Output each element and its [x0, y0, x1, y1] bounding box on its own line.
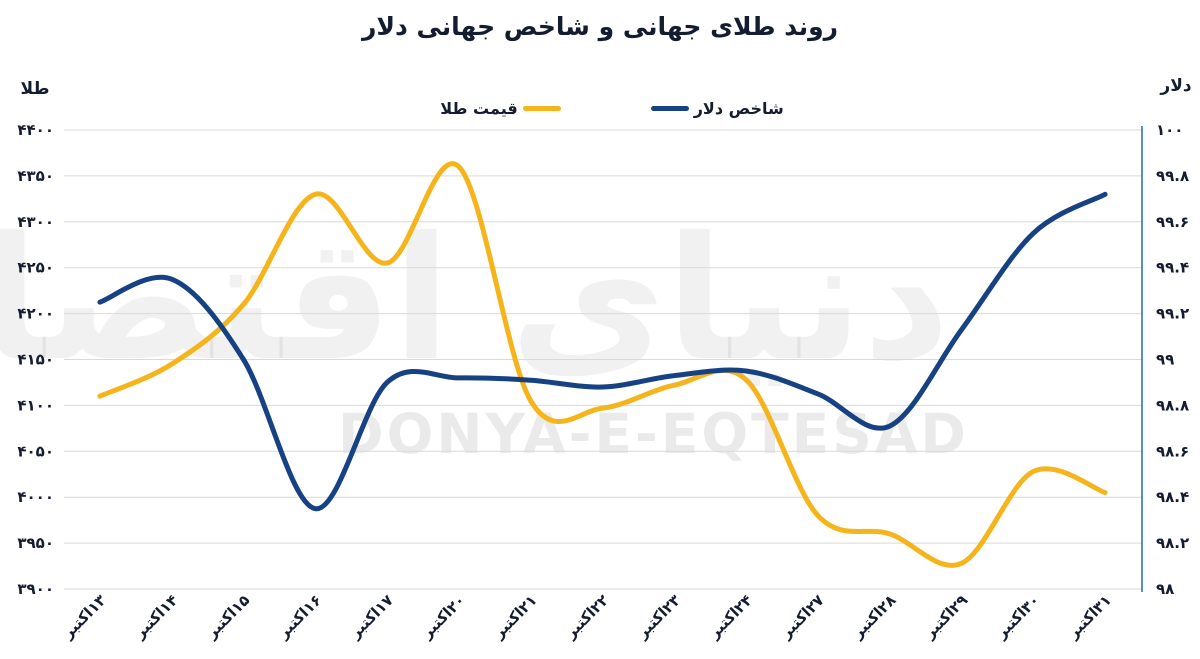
left-axis-tick: ۳۹۵۰ [17, 534, 54, 552]
x-axis-tick: ۲۱اکتبر [489, 591, 540, 642]
x-axis-tick: ۲۸اکتبر [848, 591, 899, 642]
left-axis-tick: ۴۳۰۰ [17, 213, 54, 231]
right-axis-tick: ۹۹ [1156, 351, 1174, 369]
left-axis-tick: ۴۳۵۰ [17, 167, 54, 185]
right-axis-tick: ۹۸.۸ [1156, 396, 1189, 414]
x-axis-tick: ۲۷اکتبر [776, 591, 827, 642]
left-axis-tick: ۴۱۵۰ [17, 351, 54, 369]
x-axis-tick: ۱۶اکتبر [274, 591, 325, 642]
x-axis-tick: ۲۴اکتبر [704, 591, 755, 642]
legend-label-dollar: شاخص دلار [693, 99, 784, 118]
chart-title: روند طلای جهانی و شاخص جهانی دلار [361, 12, 839, 41]
left-axis-tick: ۴۰۵۰ [17, 442, 54, 460]
right-axis-tick: ۱۰۰ [1156, 121, 1183, 139]
right-axis-tick: ۹۹.۶ [1156, 213, 1189, 231]
x-axis-tick: ۱۵اکتبر [202, 591, 253, 642]
x-axis-tick: ۲۳اکتبر [633, 591, 684, 642]
right-axis-tick: ۹۸.۲ [1156, 534, 1189, 552]
left-axis-tick: ۳۹۰۰ [17, 580, 54, 598]
left-axis-tick: ۴۰۰۰ [17, 488, 54, 506]
x-axis-tick: ۱۷اکتبر [345, 591, 396, 642]
left-axis-tick: ۴۴۰۰ [17, 121, 54, 139]
gold-line-swatch [522, 106, 561, 111]
right-axis-tick: ۹۹.۸ [1156, 167, 1189, 185]
x-axis-tick: ۳۰اکتبر [992, 591, 1043, 642]
right-axis-tick: ۹۸.۴ [1156, 488, 1189, 506]
watermark-latin-text: DONYA-E-EQTESAD [338, 402, 970, 466]
left-axis-tick: ۴۱۰۰ [17, 396, 54, 414]
right-axis-title: دلار [1160, 76, 1192, 96]
right-axis-tick: ۹۹.۲ [1156, 305, 1189, 323]
left-axis-title: طلا [20, 79, 50, 99]
watermark-calligraphy: دنیای اقتصاد [0, 201, 954, 399]
x-axis-tick: ۲۹اکتبر [920, 591, 971, 642]
left-axis-tick: ۴۲۵۰ [17, 259, 54, 277]
right-axis-tick: ۹۸ [1156, 580, 1174, 598]
dollar-line-swatch [650, 106, 689, 111]
x-axis-tick: ۳۱اکتبر [1063, 591, 1114, 642]
left-axis-tick: ۴۲۰۰ [17, 305, 54, 323]
x-axis-tick: ۱۳اکتبر [58, 591, 109, 642]
dollar-index-line [97, 191, 1108, 512]
legend-item-gold: قیمت طلا [440, 99, 561, 118]
legend-label-gold: قیمت طلا [440, 99, 518, 118]
legend-item-dollar: شاخص دلار [650, 99, 784, 118]
right-axis-tick: ۹۹.۴ [1156, 259, 1189, 277]
x-axis-tick: ۲۲اکتبر [561, 591, 612, 642]
legend: قیمت طلا شاخص دلار [24, 99, 1200, 118]
right-axis-tick: ۹۸.۶ [1156, 442, 1189, 460]
gold-price-line [97, 161, 1108, 568]
x-axis-tick: ۱۴اکتبر [130, 591, 181, 642]
x-axis-tick: ۲۰اکتبر [417, 591, 468, 642]
